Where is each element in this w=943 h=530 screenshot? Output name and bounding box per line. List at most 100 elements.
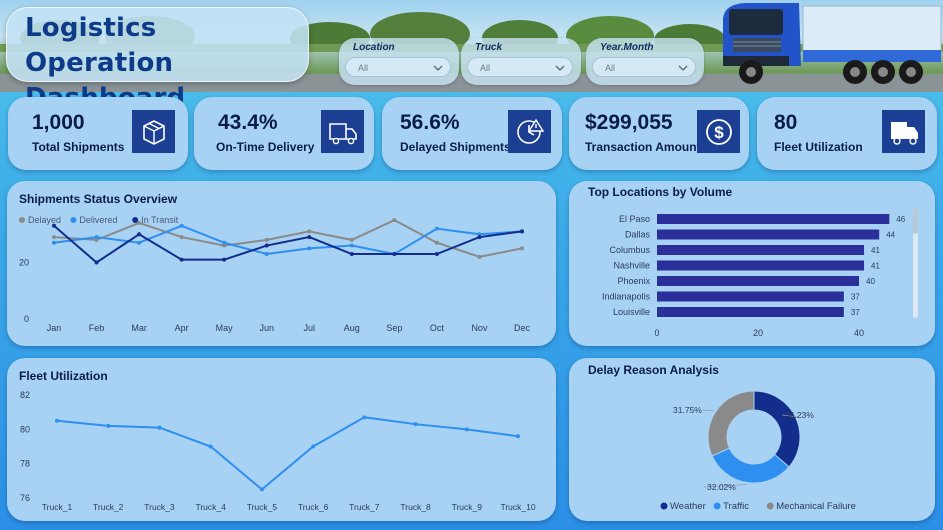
kpi-label: Transaction Amount [585, 140, 701, 154]
chevron-down-icon [555, 65, 565, 71]
kpi-card-total-shipments: 1,000 Total Shipments [8, 97, 188, 170]
data-label: 37 [851, 293, 860, 302]
data-label: 41 [871, 246, 880, 255]
y-tick-label: 76 [20, 493, 30, 503]
kpi-label: Fleet Utilization [774, 140, 863, 154]
legend-label: Weather [670, 501, 706, 512]
year-month-slicer: Year.Month All [586, 38, 704, 85]
bar [657, 245, 865, 255]
fleet-utilization-panel: Fleet Utilization 76 78 80 82 Truck_1 Truck_2… [7, 358, 556, 521]
dashboard-title-line1: Logistics Operation [25, 13, 174, 78]
x-tick-label: Truck_1 [42, 502, 73, 512]
data-point [52, 240, 56, 245]
x-tick-label: Truck_5 [247, 502, 278, 512]
data-point [520, 246, 524, 251]
y-tick-label: 78 [20, 459, 30, 469]
kpi-value: $299,055 [585, 111, 673, 134]
x-tick-label: Dec [514, 323, 531, 333]
data-point [179, 257, 184, 262]
delay-reason-panel: Delay Reason Analysis 36.23% 32.02% 31.75%… [569, 358, 935, 521]
data-label: 40 [866, 277, 875, 286]
bar [657, 229, 880, 240]
category-label: Dallas [625, 230, 651, 240]
chevron-down-icon [433, 65, 443, 71]
delay-reason-chart[interactable]: 36.23% 32.02% 31.75% Weather Traffic Mechanic… [569, 358, 935, 521]
data-point [264, 252, 269, 257]
dollar-coin-icon: $ [697, 110, 740, 153]
data-point [222, 243, 227, 248]
legend-marker [19, 217, 25, 223]
category-label: Nashville [613, 261, 650, 271]
x-tick-label: Jan [47, 323, 62, 333]
bar [657, 307, 844, 317]
data-point [222, 257, 227, 262]
x-tick-label: Truck_8 [400, 502, 431, 512]
kpi-value: 1,000 [32, 111, 85, 134]
location-dropdown-value: All [358, 63, 369, 73]
bar [657, 291, 844, 302]
data-point [222, 240, 227, 245]
legend-label: Delayed [28, 215, 61, 225]
data-point [264, 237, 269, 242]
dashboard-title-card: Logistics Operation Dashboard [6, 7, 309, 113]
truck-dropdown[interactable]: All [467, 57, 573, 77]
data-point [311, 444, 316, 449]
x-tick-label: Truck_7 [349, 502, 380, 512]
shipments-status-chart[interactable]: Delayed Delivered In Transit 0 20 Jan Feb Mar Ap… [7, 181, 556, 346]
data-point [464, 427, 469, 432]
data-point [477, 235, 482, 240]
kpi-value: 56.6% [400, 111, 460, 134]
kpi-card-fleet-utilization: 80 Fleet Utilization [757, 97, 937, 170]
kpi-label: On-Time Delivery [216, 140, 315, 154]
data-point [264, 243, 269, 248]
data-point [392, 252, 397, 257]
leader-line [781, 414, 798, 418]
year-month-dropdown[interactable]: All [592, 57, 696, 77]
bar [657, 260, 865, 271]
fleet-line [56, 416, 519, 491]
top-locations-chart[interactable]: El Paso 46 Dallas 44 Columbus 41 Nashville 41 Ph… [569, 181, 935, 346]
data-point [157, 425, 162, 430]
location-dropdown[interactable]: All [345, 57, 451, 77]
svg-text:$: $ [714, 123, 724, 142]
legend-label: Mechanical Failure [776, 501, 856, 512]
x-tick-label: Jul [304, 323, 316, 333]
x-tick-label: May [216, 323, 234, 333]
x-tick-label: Feb [89, 323, 105, 333]
data-point [434, 240, 439, 245]
donut-slice-mechanical-failure [707, 390, 755, 457]
data-point [307, 246, 312, 251]
data-point [362, 415, 367, 420]
x-tick-label: Aug [344, 323, 360, 333]
legend-label: Traffic [723, 501, 749, 512]
scrollbar-thumb [913, 208, 918, 234]
data-point [106, 423, 111, 428]
legend-label: In Transit [141, 215, 179, 225]
data-point [52, 235, 56, 240]
legend-label: Delivered [79, 215, 117, 225]
clock-alert-icon [508, 110, 551, 153]
chart-title: Top Locations by Volume [588, 185, 733, 199]
x-tick-label: Truck_6 [298, 502, 329, 512]
data-point [392, 218, 397, 223]
data-label: 36.23% [785, 410, 814, 420]
data-point [307, 229, 312, 234]
x-tick-label: Truck_4 [195, 502, 226, 512]
truck-illustration [723, 3, 942, 84]
y-tick-label: 20 [19, 258, 29, 268]
data-label: 32.02% [707, 482, 736, 492]
category-label: El Paso [619, 214, 650, 224]
data-point [94, 260, 99, 265]
data-point [137, 240, 142, 245]
fleet-utilization-chart[interactable]: 76 78 80 82 Truck_1 Truck_2 Truck_3 Truck_4 Truc… [7, 358, 556, 521]
data-point [349, 252, 354, 257]
x-tick-label: Truck_3 [144, 502, 175, 512]
data-point [349, 237, 354, 242]
x-tick-label: Nov [471, 323, 488, 333]
series-line-in-transit [53, 225, 523, 264]
data-point [477, 254, 482, 259]
x-tick-label: 0 [654, 328, 659, 338]
data-point [179, 223, 184, 228]
data-point [307, 235, 312, 240]
chart-title: Delay Reason Analysis [588, 363, 719, 377]
